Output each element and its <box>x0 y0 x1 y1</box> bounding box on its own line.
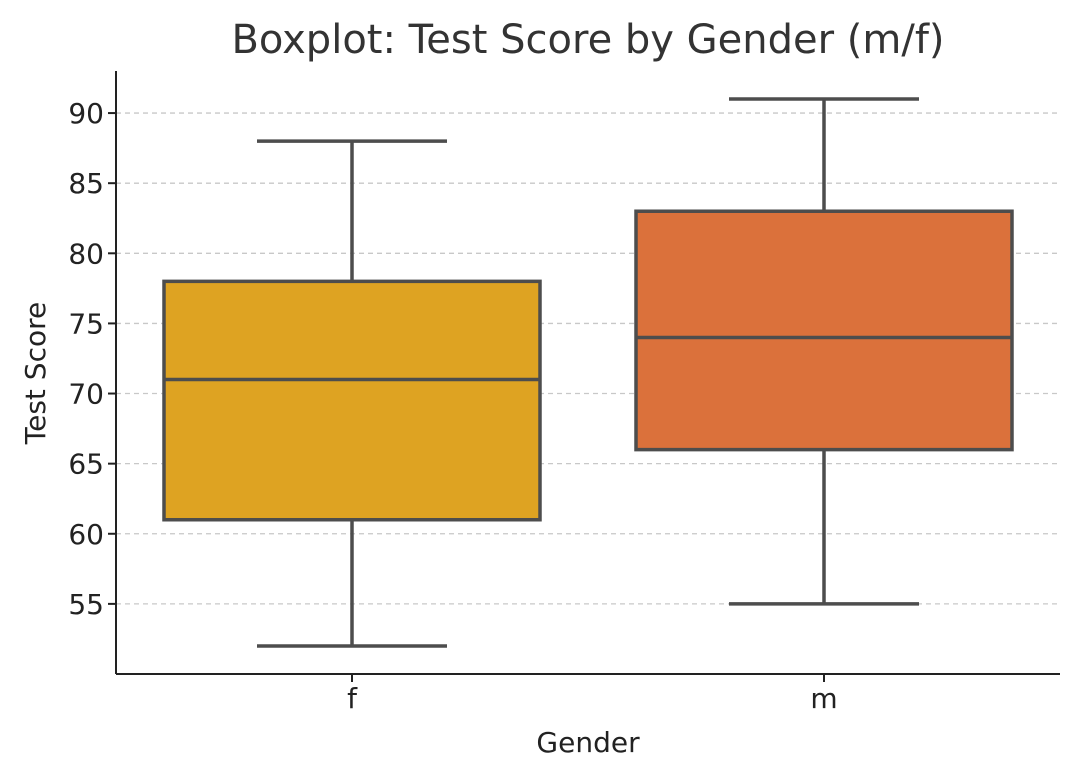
y-tick-label-0: 55 <box>68 588 104 621</box>
box-f <box>162 279 542 522</box>
chart-title: Boxplot: Test Score by Gender (m/f) <box>231 17 944 63</box>
axis-layer <box>115 71 1060 675</box>
x-axis-label: Gender <box>536 726 640 759</box>
tick-layer: 55 60 65 70 75 80 85 90 f m <box>68 97 837 715</box>
y-tick-label-3: 70 <box>68 378 104 411</box>
y-axis-label: Test Score <box>19 302 52 445</box>
y-tick-label-2: 65 <box>68 448 104 481</box>
box-m <box>634 209 1014 452</box>
y-tick-label-5: 80 <box>68 237 104 270</box>
y-tick-label-1: 60 <box>68 518 104 551</box>
box-layer <box>162 97 1014 648</box>
y-tick-label-6: 85 <box>68 167 104 200</box>
x-tick-label-m: m <box>810 682 837 715</box>
x-tick-label-f: f <box>347 682 358 715</box>
y-tick-label-7: 90 <box>68 97 104 130</box>
y-tick-label-4: 75 <box>68 307 104 340</box>
